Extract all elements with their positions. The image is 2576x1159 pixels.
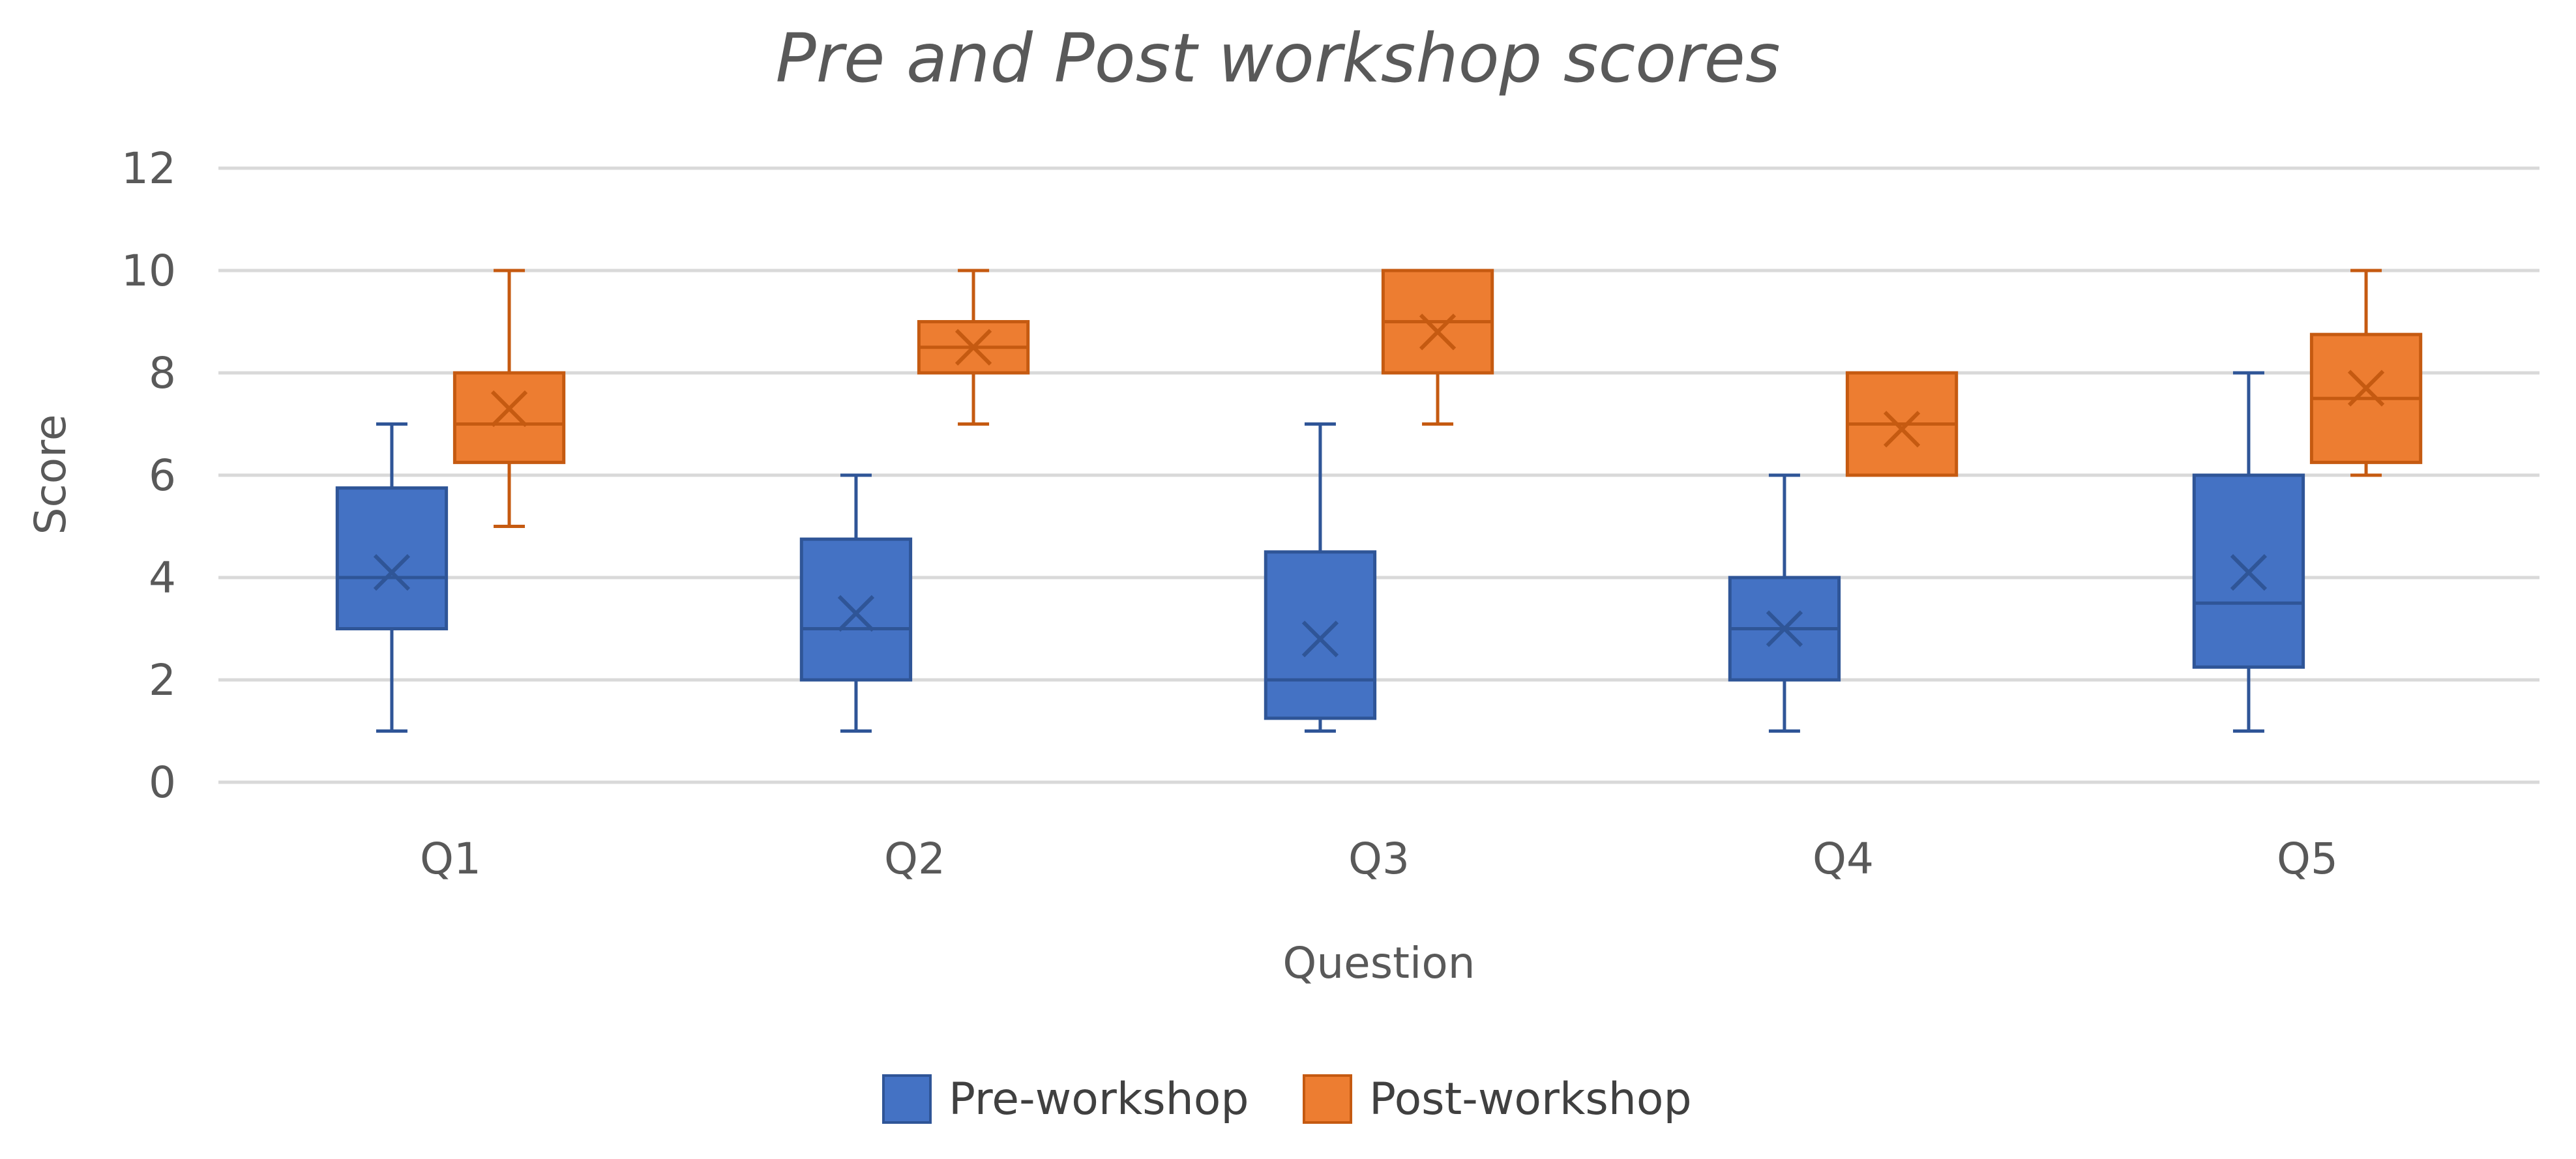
y-axis-ticks: 0 2 4 6 8 10 12 [121,143,176,808]
mean-marker [2347,370,2385,407]
legend-swatch [1303,1074,1352,1124]
y-tick-label: 2 [149,655,176,705]
mean-marker [1766,610,1803,647]
box [2309,269,2423,477]
y-tick-label: 12 [121,143,176,194]
x-axis-ticks: Q1 Q2 Q3 Q4 Q5 [420,834,2338,884]
x-tick-label: Q3 [1348,834,1410,884]
mean-marker [1419,314,1457,351]
box-series [335,269,2423,733]
mean-marker [2230,554,2268,591]
box-body [1264,550,1377,720]
box [1845,371,1959,477]
box-body [335,486,449,630]
box [799,473,913,733]
gridlines [218,166,2539,784]
legend-label: Post-workshop [1369,1074,1692,1125]
box [2192,371,2305,733]
y-tick-label: 4 [149,553,176,603]
x-axis-title: Question [1282,938,1475,988]
box [1264,422,1377,733]
y-tick-label: 10 [121,246,176,296]
mean-marker [1301,621,1339,658]
chart-title: Pre and Post workshop scores [775,20,1780,98]
y-axis-title: Score [25,415,76,535]
x-tick-label: Q5 [2277,834,2338,884]
mean-marker [955,329,992,366]
mean-marker [490,390,528,428]
box-body [799,537,913,682]
mean-marker [837,594,875,632]
x-tick-label: Q2 [884,834,945,884]
x-tick-label: Q4 [1813,834,1874,884]
legend-item: Pre-workshop [882,1074,1249,1125]
box [1381,269,1494,426]
box-body [452,371,566,464]
x-tick-label: Q1 [420,834,481,884]
legend-item: Post-workshop [1303,1074,1692,1125]
legend-swatch [882,1074,932,1124]
mean-marker [373,554,411,591]
legend-label: Pre-workshop [949,1074,1249,1125]
legend: Pre-workshop Post-workshop [882,1074,1692,1125]
box [1728,473,1841,733]
y-tick-label: 8 [149,348,176,398]
mean-marker [1883,411,1921,448]
y-tick-label: 0 [149,757,176,808]
y-tick-label: 6 [149,450,176,501]
box [335,422,449,733]
box [917,269,1030,426]
box [452,269,566,528]
